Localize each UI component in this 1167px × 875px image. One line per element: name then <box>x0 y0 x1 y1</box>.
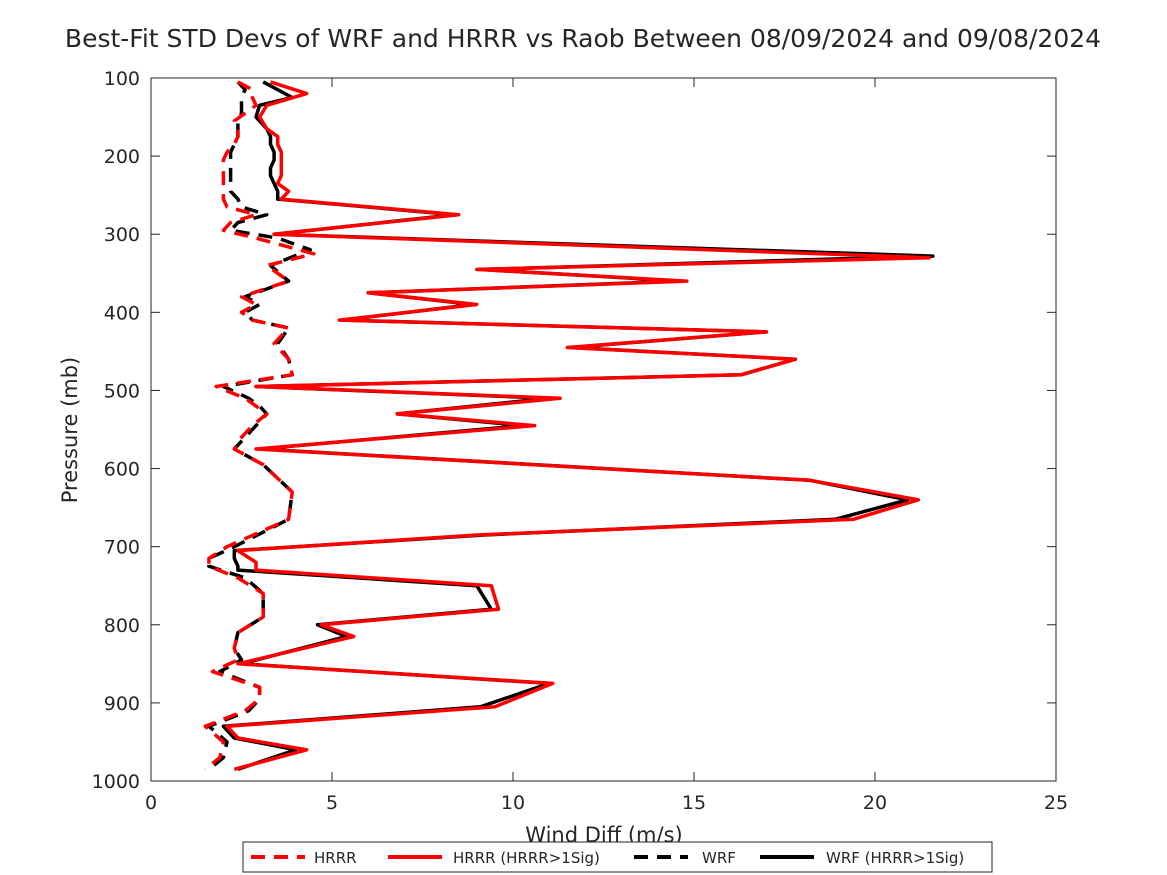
y-tick-label: 1000 <box>92 771 140 793</box>
y-tick-label: 800 <box>104 615 140 637</box>
axis-ticks: 0 5 10 15 20 25 100 200 300 400 500 600 700 800 900 100… <box>92 68 1068 814</box>
series-line-1 <box>225 80 932 771</box>
y-axis-label: Pressure (mb) <box>58 357 82 504</box>
y-tick-label: 500 <box>104 380 140 402</box>
y-tick-label: 200 <box>104 146 140 168</box>
y-tick-label: 400 <box>104 302 140 324</box>
x-tick-label: 0 <box>145 792 157 814</box>
x-tick-label: 20 <box>863 792 887 814</box>
x-tick-label: 5 <box>326 792 338 814</box>
x-tick-label: 15 <box>682 792 706 814</box>
legend-label-wrf-sig: WRF (HRRR>1Sig) <box>826 849 964 867</box>
y-tick-label: 600 <box>104 459 140 481</box>
plot-lines <box>203 80 935 771</box>
legend-box <box>242 841 993 873</box>
legend-label-hrrr: HRRR <box>314 849 357 867</box>
series-line-2 <box>207 80 313 771</box>
x-tick-label: 10 <box>501 792 525 814</box>
chart-title: Best-Fit STD Devs of WRF and HRRR vs Rao… <box>65 24 1101 53</box>
legend-label-hrrr-sig: HRRR (HRRR>1Sig) <box>453 849 600 867</box>
y-tick-label: 700 <box>104 537 140 559</box>
y-tick-label: 300 <box>104 224 140 246</box>
series-line-0 <box>203 80 316 771</box>
x-tick-label: 25 <box>1044 792 1068 814</box>
y-tick-label: 100 <box>104 68 140 90</box>
y-tick-label: 900 <box>104 693 140 715</box>
plot-frame <box>150 77 1057 782</box>
legend: HRRR HRRR (HRRR>1Sig) WRF WRF (HRRR>1Sig… <box>242 841 993 873</box>
legend-label-wrf: WRF <box>702 849 736 867</box>
